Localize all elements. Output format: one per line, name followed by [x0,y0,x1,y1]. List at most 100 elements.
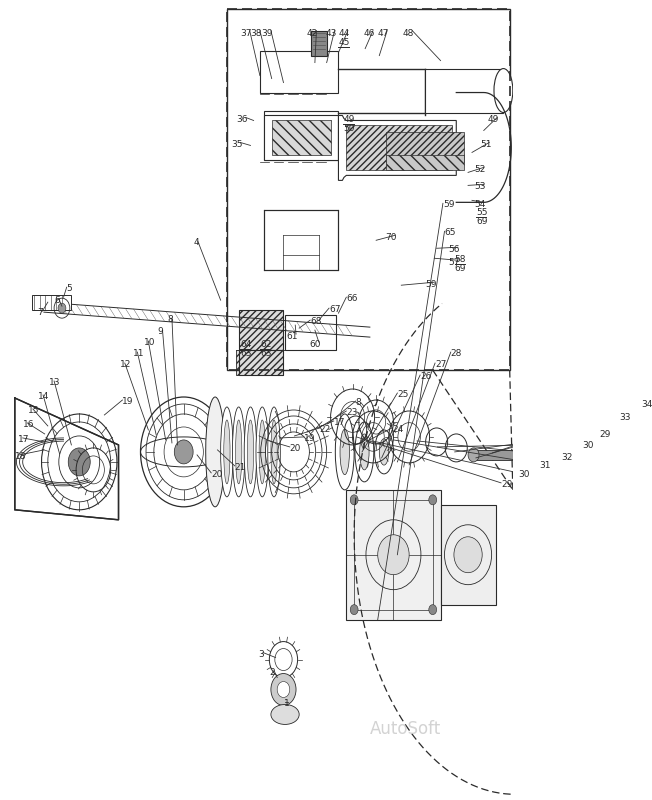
Bar [385,155,464,170]
Text: 67: 67 [329,305,340,314]
Text: 20: 20 [211,470,222,479]
Text: 35: 35 [231,141,243,150]
Text: 23: 23 [346,408,358,417]
Text: 2: 2 [269,667,275,677]
Text: 43: 43 [325,29,336,38]
Ellipse shape [205,397,224,507]
Circle shape [429,605,437,614]
Text: 46: 46 [364,29,375,38]
Text: 58: 58 [454,255,466,264]
Bar [260,50,331,90]
Text: 62: 62 [260,340,271,349]
Bar [346,126,452,170]
Text: 42: 42 [307,29,318,38]
Text: 26: 26 [420,372,432,381]
Ellipse shape [247,420,254,484]
Bar [280,126,323,146]
Ellipse shape [224,420,230,484]
Text: 56: 56 [449,246,460,254]
Bar [227,9,510,370]
Circle shape [454,537,482,573]
Text: 63: 63 [260,349,271,358]
Ellipse shape [220,407,233,497]
Text: 31: 31 [540,461,551,470]
Text: AutoSoft: AutoSoft [370,721,441,738]
Text: 3: 3 [258,650,264,658]
Text: 22: 22 [319,425,331,434]
Text: 52: 52 [475,166,486,174]
Text: 39: 39 [261,29,273,38]
Bar [264,115,338,161]
Bar [256,161,338,186]
Ellipse shape [268,407,280,497]
Polygon shape [15,398,119,520]
Text: 10: 10 [143,338,155,347]
Text: 11: 11 [132,349,144,358]
Circle shape [378,534,409,574]
Text: 38: 38 [250,29,262,38]
Circle shape [68,448,90,476]
Text: 13: 13 [50,378,61,387]
Text: 15: 15 [28,406,40,415]
Circle shape [429,495,437,505]
Ellipse shape [235,420,242,484]
Circle shape [277,682,289,698]
Text: 37: 37 [241,29,252,38]
Text: 21: 21 [235,463,246,472]
Text: 29: 29 [599,430,611,439]
Text: 17: 17 [18,435,29,444]
Text: 28: 28 [451,349,462,358]
Bar [311,30,327,55]
Ellipse shape [355,422,374,482]
Circle shape [468,448,479,462]
Bar [346,490,441,620]
Text: 17: 17 [334,418,346,427]
Bar [236,50,264,270]
Text: 61: 61 [287,332,298,341]
Bar [236,270,291,310]
Bar [227,9,510,370]
Bar [272,121,331,155]
Bar [32,295,71,310]
Text: 70: 70 [385,234,397,242]
Text: 27: 27 [435,360,447,369]
Text: 8: 8 [356,398,361,407]
Bar [285,315,336,350]
Ellipse shape [494,69,513,113]
Ellipse shape [335,414,354,490]
Text: 25: 25 [397,390,409,399]
Text: 9: 9 [158,327,164,336]
Text: 14: 14 [38,392,50,401]
Text: 7: 7 [38,308,44,317]
Text: 53: 53 [475,182,486,191]
Bar [256,186,338,210]
Text: 36: 36 [236,115,248,125]
Text: 59: 59 [425,280,436,290]
Bar [236,350,284,375]
Text: 65: 65 [445,228,456,238]
Text: 16: 16 [23,420,34,429]
Bar [239,350,284,375]
Bar [260,50,338,93]
Text: 45: 45 [338,38,350,46]
Bar [264,110,338,161]
Text: 1: 1 [284,699,289,709]
Polygon shape [338,115,456,180]
Text: 29: 29 [501,480,512,489]
Text: 5: 5 [67,284,72,294]
Bar [385,133,464,162]
Text: 64: 64 [241,340,252,349]
Text: 33: 33 [619,413,631,422]
Circle shape [58,303,66,313]
Bar [354,500,433,610]
Bar [441,505,496,605]
Bar [236,50,503,350]
Text: 69: 69 [476,218,488,226]
Text: 49: 49 [343,115,355,125]
Bar [472,450,519,460]
Bar [285,315,336,350]
Text: 55: 55 [476,208,488,218]
Ellipse shape [375,430,393,474]
Text: 51: 51 [480,141,492,150]
Text: 19: 19 [304,434,316,443]
